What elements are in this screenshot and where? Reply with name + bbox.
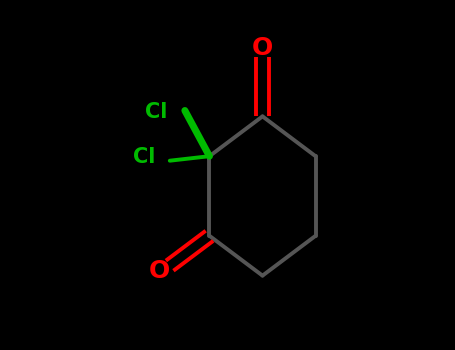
- Text: O: O: [252, 36, 273, 60]
- Text: Cl: Cl: [145, 102, 167, 122]
- Text: Cl: Cl: [133, 147, 156, 167]
- Text: O: O: [149, 259, 171, 283]
